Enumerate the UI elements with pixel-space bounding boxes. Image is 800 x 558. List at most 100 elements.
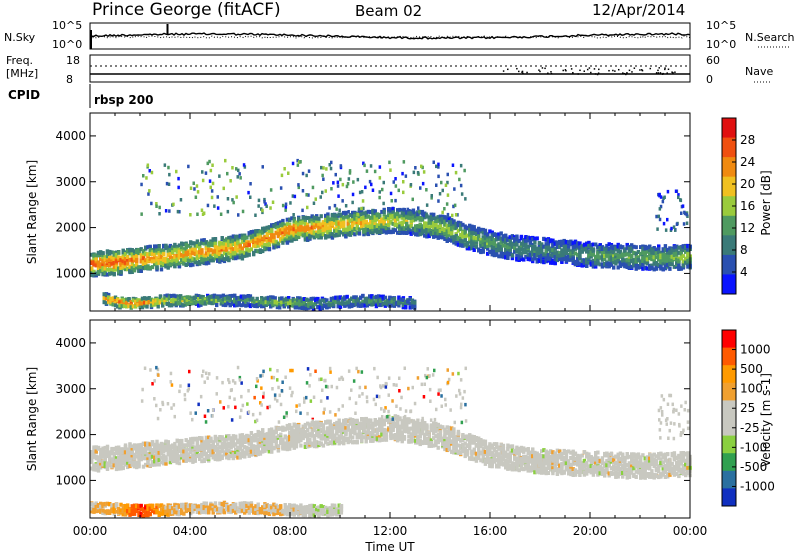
power-scatter (418, 210, 421, 214)
power-scatter (352, 180, 355, 184)
power-cell (248, 243, 251, 247)
nave-dot (598, 72, 600, 74)
power-scatter (285, 203, 288, 207)
power-scatter (249, 182, 252, 186)
power-scatter (180, 198, 183, 202)
power-scatter (435, 165, 438, 169)
power-scatter (683, 211, 686, 215)
power-scatter (394, 177, 397, 181)
power-scatter (461, 192, 464, 196)
velocity-data (90, 366, 692, 518)
power-scatter (403, 160, 406, 164)
power-scatter (254, 214, 257, 218)
power-scatter (211, 164, 214, 168)
nave-dot (522, 71, 524, 73)
power-scatter (676, 223, 679, 227)
power-scatter (269, 206, 272, 210)
power-scatter (358, 207, 361, 211)
power-scatter (460, 164, 463, 168)
power-scatter (402, 208, 405, 212)
power-scatter (282, 204, 285, 208)
power-cell (200, 248, 203, 252)
power-scatter (177, 177, 180, 181)
colorbar-tick-label: 4 (740, 265, 748, 279)
nave-dot (657, 70, 659, 72)
power-scatter (193, 187, 196, 191)
power-cell (342, 224, 345, 228)
power-scatter (357, 213, 360, 217)
power-scatter (209, 179, 212, 183)
nave-dot (503, 70, 505, 72)
power-cell (158, 244, 161, 248)
power-cell (413, 301, 416, 305)
power-scatter (394, 199, 397, 203)
power-scatter (284, 208, 287, 212)
power-cell (214, 237, 217, 241)
nave-dot (571, 68, 573, 70)
power-scatter (342, 183, 345, 187)
power-scatter (328, 206, 331, 210)
power-scatter (297, 183, 300, 187)
power-scatter (242, 210, 245, 214)
power-scatter (381, 188, 384, 192)
power-scatter (164, 163, 167, 167)
nave-dot (594, 68, 596, 70)
power-cell (320, 214, 323, 218)
power-cell (250, 247, 253, 251)
power-scatter (686, 222, 689, 226)
power-scatter (211, 189, 214, 193)
nave-dot (664, 69, 666, 71)
power-scatter (378, 196, 381, 200)
power-cell (268, 247, 271, 251)
power-scatter (213, 204, 216, 208)
nave-dot (650, 68, 652, 70)
power-scatter (190, 187, 193, 191)
power-scatter (659, 218, 662, 222)
power-scatter (302, 189, 305, 193)
power-scatter (662, 200, 665, 204)
noise-search-label: N.Search (745, 31, 795, 44)
power-scatter (165, 209, 168, 213)
power-scatter (217, 206, 220, 210)
velocity-cell (106, 445, 109, 449)
colorbar-tick-label: 20 (740, 177, 755, 191)
power-scatter (320, 195, 323, 199)
power-scatter (227, 210, 230, 214)
power-scatter (223, 187, 226, 191)
nave-tick-bottom: 0 (706, 73, 713, 86)
power-scatter (379, 176, 382, 180)
power-scatter (446, 202, 449, 206)
power-scatter (239, 176, 242, 180)
power-scatter (363, 164, 366, 168)
power-scatter (453, 187, 456, 191)
power-scatter (360, 207, 363, 211)
power-scatter (379, 165, 382, 169)
power-scatter (330, 187, 333, 191)
nave-dot (631, 71, 633, 73)
power-scatter (452, 164, 455, 168)
nave-dot (622, 72, 624, 74)
power-scatter (402, 180, 405, 184)
velocity-cell (164, 462, 167, 466)
power-scatter (177, 210, 180, 214)
power-scatter (205, 171, 208, 175)
power-scatter (312, 186, 315, 190)
colorbar-swatch (722, 274, 736, 294)
power-scatter (335, 207, 338, 211)
power-cell (592, 248, 595, 252)
power-cell (635, 245, 638, 249)
power-scatter (374, 170, 377, 174)
power-cell (432, 213, 435, 217)
power-scatter (379, 190, 382, 194)
colorbar-tick-label: 8 (740, 243, 748, 257)
power-scatter (229, 179, 232, 183)
power-cell (404, 305, 407, 309)
power-scatter (335, 173, 338, 177)
nave-dot (672, 72, 674, 74)
power-scatter (440, 181, 443, 185)
power-cell (668, 267, 671, 271)
power-scatter (451, 214, 454, 218)
nave-dot (666, 72, 668, 74)
power-scatter (425, 188, 428, 192)
nave-dot (659, 67, 661, 69)
